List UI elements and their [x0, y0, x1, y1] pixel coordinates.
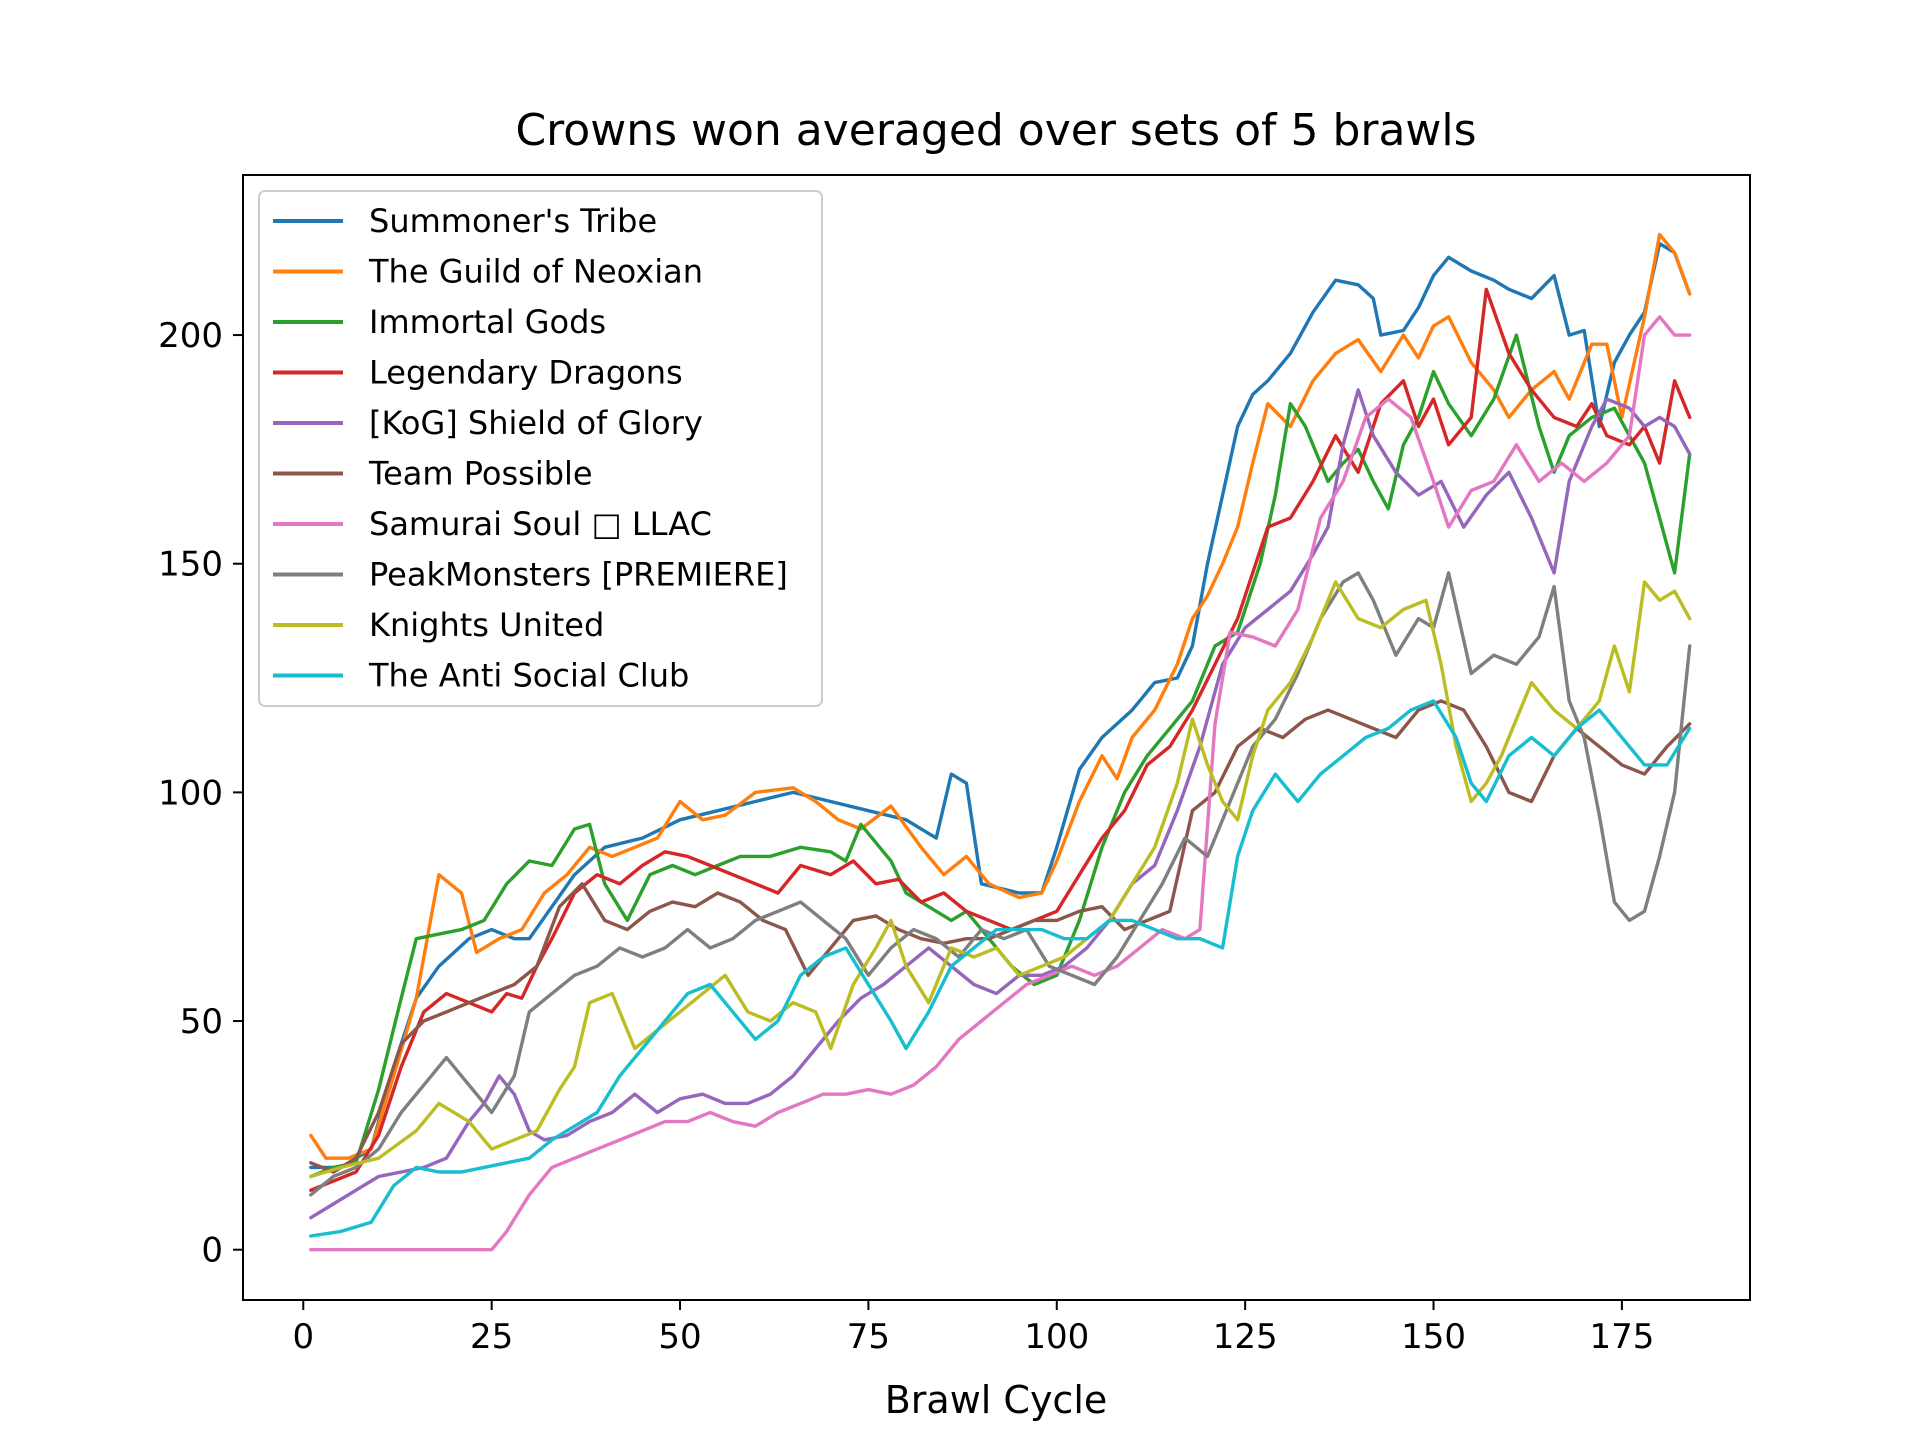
x-tick-label: 75 — [847, 1317, 890, 1357]
series-line-3 — [309, 333, 1692, 1179]
series-line-8 — [309, 571, 1692, 1197]
legend-label: The Guild of Neoxian — [368, 253, 703, 291]
y-tick-label: 0 — [201, 1231, 223, 1271]
legend-label: Immortal Gods — [369, 303, 606, 341]
chart-title: Crowns won averaged over sets of 5 brawl… — [515, 105, 1476, 156]
y-tick-label: 150 — [158, 545, 223, 585]
series-line-2 — [309, 232, 1692, 1160]
legend-label: Team Possible — [368, 455, 593, 493]
x-tick-label: 25 — [470, 1317, 513, 1357]
legend-label: Knights United — [369, 606, 604, 644]
legend: Summoner's Tribe The Guild of Neoxian Immo… — [258, 190, 823, 707]
series-line-1 — [309, 241, 1692, 1170]
x-axis-title: Brawl Cycle — [885, 1378, 1108, 1422]
x-tick-label: 125 — [1213, 1317, 1278, 1357]
plot-frame — [242, 174, 1751, 1301]
series-line-6 — [309, 699, 1692, 1174]
x-tick-label: 0 — [292, 1317, 314, 1357]
legend-label: Samurai Soul □ LLAC — [369, 505, 712, 543]
y-tick-label: 200 — [158, 316, 223, 356]
legend-frame — [258, 190, 823, 707]
legend-label: PeakMonsters [PREMIERE] — [369, 556, 788, 594]
legend-label: [KoG] Shield of Glory — [369, 404, 703, 442]
y-tick-label: 100 — [158, 773, 223, 813]
x-tick-label: 100 — [1024, 1317, 1089, 1357]
x-tick-label: 175 — [1589, 1317, 1654, 1357]
x-tick-label: 150 — [1401, 1317, 1466, 1357]
series-layer — [309, 232, 1692, 1252]
legend-label: The Anti Social Club — [368, 657, 689, 695]
legend-label: Legendary Dragons — [369, 354, 683, 392]
series-line-9 — [309, 580, 1692, 1179]
y-axis: 0 50 100 150 200 — [158, 316, 243, 1271]
x-tick-label: 50 — [658, 1317, 701, 1357]
y-tick-label: 50 — [180, 1002, 223, 1042]
x-axis: 0 25 50 75 100 125 150 175 — [292, 1300, 1654, 1357]
legend-label: Summoner's Tribe — [369, 202, 657, 240]
series-line-10 — [309, 699, 1692, 1238]
